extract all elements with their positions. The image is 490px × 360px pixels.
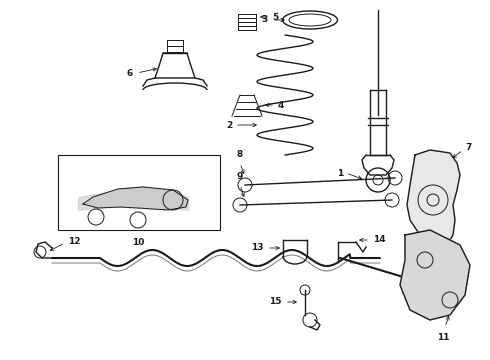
Text: 11: 11 bbox=[437, 333, 449, 342]
Text: 15: 15 bbox=[270, 297, 282, 306]
Polygon shape bbox=[400, 230, 470, 320]
Text: 4: 4 bbox=[278, 100, 284, 109]
Text: 8: 8 bbox=[237, 150, 243, 159]
Bar bbox=[58, 155, 220, 230]
Text: 10: 10 bbox=[132, 238, 144, 247]
Text: 3: 3 bbox=[262, 15, 268, 24]
Text: 2: 2 bbox=[226, 121, 232, 130]
Text: 6: 6 bbox=[127, 68, 133, 77]
Text: 5: 5 bbox=[272, 13, 278, 22]
Text: 13: 13 bbox=[251, 243, 264, 252]
Polygon shape bbox=[407, 150, 460, 250]
Polygon shape bbox=[83, 187, 188, 210]
Circle shape bbox=[169, 196, 177, 204]
Text: 1: 1 bbox=[337, 168, 343, 177]
Text: 7: 7 bbox=[465, 143, 471, 152]
Text: 9: 9 bbox=[237, 172, 243, 181]
Text: 14: 14 bbox=[373, 235, 386, 244]
Text: 12: 12 bbox=[68, 238, 80, 247]
